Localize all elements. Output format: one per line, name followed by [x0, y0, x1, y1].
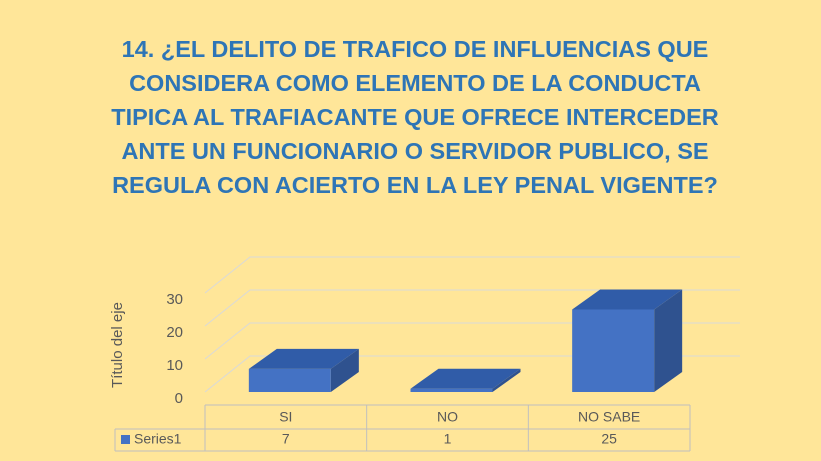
value-label: 1 [444, 431, 452, 447]
x-tick-label: NO SABE [578, 409, 640, 425]
x-tick-label: NO [437, 409, 458, 425]
chart-title: 14. ¿EL DELITO DE TRAFICO DE INFLUENCIAS… [111, 36, 719, 198]
bar-top [248, 348, 359, 369]
bar-side [330, 348, 359, 392]
y-tick-label: 10 [166, 357, 183, 374]
bar-side [492, 368, 521, 392]
legend-key [121, 435, 130, 444]
bar-top [410, 368, 521, 389]
y-tick-label: 0 [175, 390, 183, 407]
grid-line [204, 256, 740, 294]
bar-top [572, 289, 683, 310]
value-label: 25 [601, 431, 617, 447]
y-tick-label: 30 [166, 291, 183, 308]
legend-label: Series1 [134, 431, 182, 447]
grid-line [204, 289, 740, 327]
y-tick-label: 20 [166, 324, 183, 341]
bar-side [654, 289, 683, 392]
bar [410, 388, 493, 392]
value-label: 7 [282, 431, 290, 447]
x-tick-label: SI [279, 409, 292, 425]
bar [248, 368, 331, 392]
y-axis-title: Título del eje [109, 302, 126, 388]
bar [572, 309, 655, 392]
